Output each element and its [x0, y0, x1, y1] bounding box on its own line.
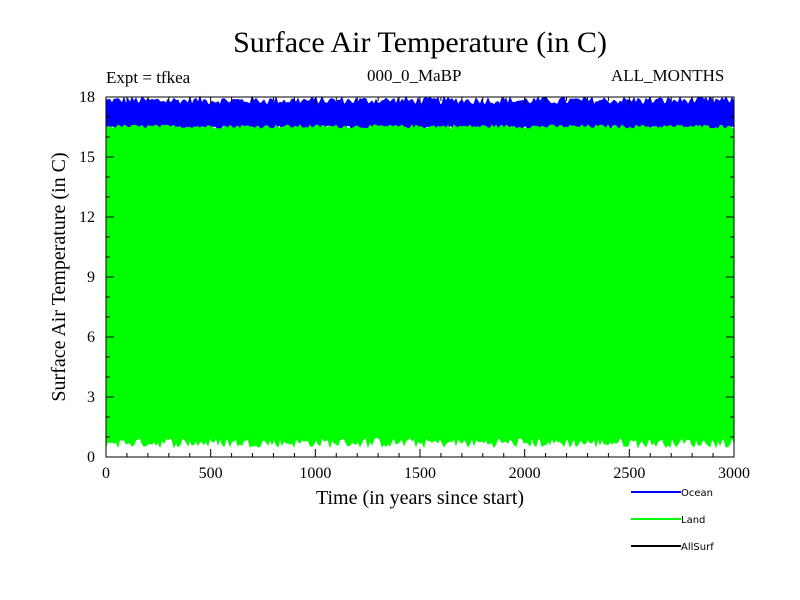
x-tick-label: 1500 [404, 465, 436, 482]
axis-layer: 0 500 1000 1500 2000 2500 3000 0 3 6 9 12 15 18 [79, 89, 750, 482]
period-label: 000_0_MaBP [367, 66, 462, 85]
legend-label-land: Land [681, 515, 705, 526]
y-tick-label: 0 [87, 449, 95, 466]
y-tick-label: 12 [79, 209, 95, 226]
legend: Ocean Land AllSurf [631, 488, 714, 553]
y-axis-label: Surface Air Temperature (in C) [48, 152, 70, 401]
x-tick-label: 2500 [613, 465, 645, 482]
chart-title: Surface Air Temperature (in C) [233, 26, 607, 59]
y-tick-label: 9 [87, 269, 95, 286]
y-tick-label: 3 [87, 389, 95, 406]
months-label: ALL_MONTHS [611, 66, 725, 85]
x-tick-label: 0 [102, 465, 110, 482]
x-tick-label: 500 [199, 465, 223, 482]
y-tick-label: 18 [79, 89, 95, 106]
y-tick-label: 6 [87, 329, 95, 346]
series-layer [105, 95, 735, 449]
x-tick-label: 2000 [509, 465, 541, 482]
x-tick-label: 3000 [718, 465, 750, 482]
series-land-band [105, 124, 735, 449]
experiment-label: Expt = tfkea [106, 68, 191, 87]
x-tick-label: 1000 [299, 465, 331, 482]
legend-label-ocean: Ocean [681, 488, 713, 499]
legend-label-allsurf: AllSurf [681, 542, 714, 553]
y-tick-label: 15 [79, 149, 95, 166]
x-axis-label: Time (in years since start) [316, 487, 524, 509]
